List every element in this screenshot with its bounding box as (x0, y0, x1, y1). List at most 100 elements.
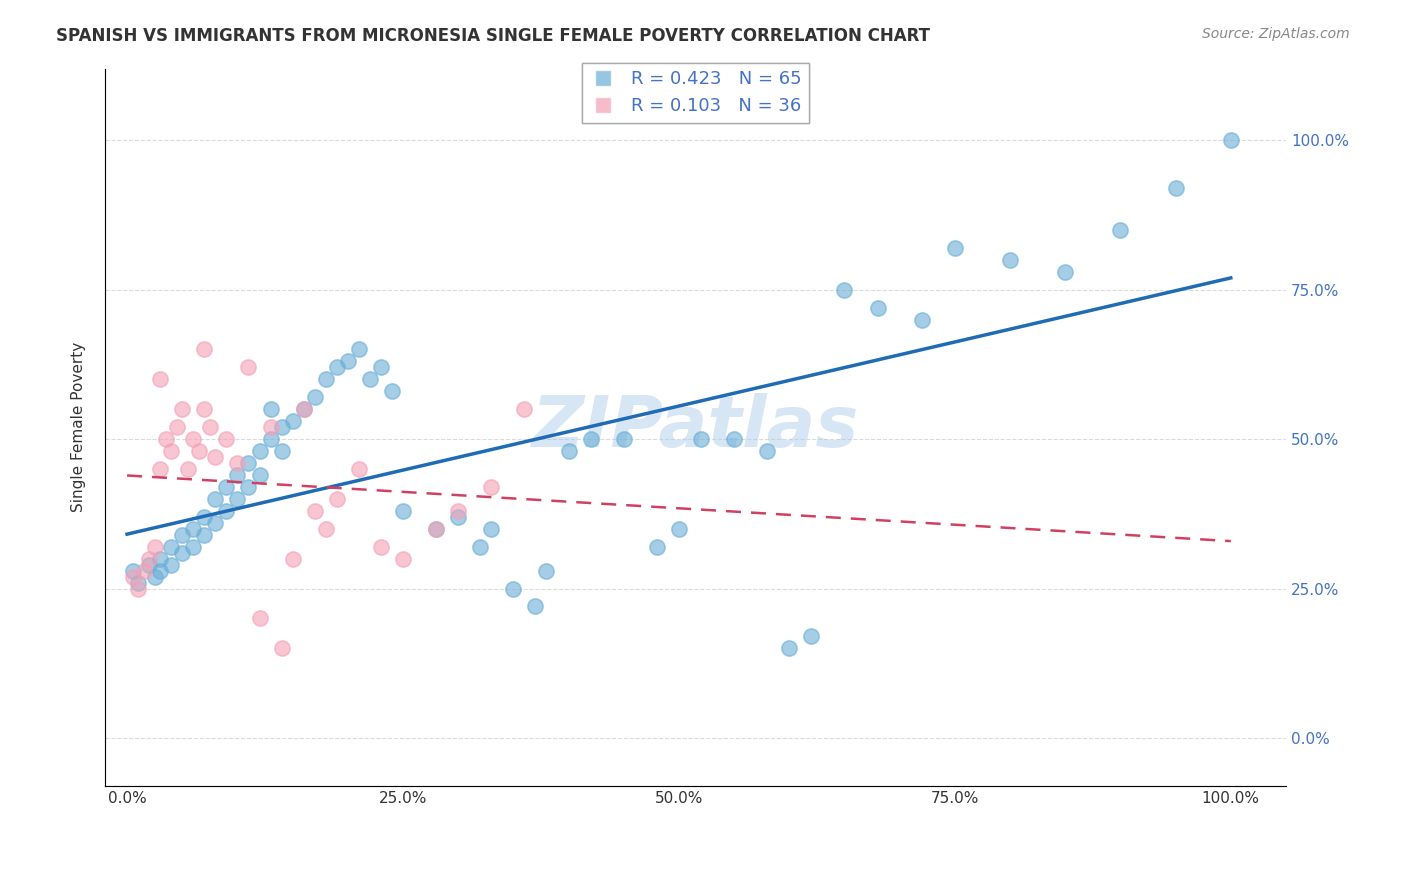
Point (143, 569, 166, 583)
Point (238, 480, 260, 494)
Point (392, 551, 415, 566)
Point (172, 546, 194, 560)
Point (149, 462, 172, 476)
Point (198, 420, 221, 434)
Point (513, 402, 536, 417)
Point (181, 540, 204, 554)
Point (149, 564, 172, 578)
Point (834, 283, 856, 297)
Point (756, 444, 779, 458)
Point (193, 343, 215, 357)
Point (645, 540, 668, 554)
Point (259, 420, 281, 434)
Point (193, 402, 215, 417)
Point (187, 444, 209, 458)
Point (866, 301, 889, 315)
Point (292, 402, 315, 417)
Point (204, 491, 226, 506)
Point (270, 420, 292, 434)
Point (177, 462, 200, 476)
Legend: R = 0.423   N = 65, R = 0.103   N = 36: R = 0.423 N = 65, R = 0.103 N = 36 (582, 63, 808, 123)
Point (315, 372, 337, 386)
Point (524, 599, 547, 614)
Point (690, 432, 713, 446)
Point (315, 522, 337, 536)
Point (193, 509, 215, 524)
Point (270, 444, 292, 458)
Point (1164, 181, 1187, 195)
Point (370, 360, 392, 375)
Point (215, 432, 238, 446)
Point (160, 444, 183, 458)
Point (557, 444, 579, 458)
Point (613, 432, 636, 446)
Point (138, 551, 160, 566)
Point (723, 432, 745, 446)
Point (359, 372, 381, 386)
Point (249, 611, 271, 625)
Point (259, 432, 281, 446)
Point (470, 540, 492, 554)
Point (149, 372, 172, 386)
Point (336, 354, 359, 368)
Point (392, 504, 415, 518)
Point (536, 564, 558, 578)
Point (127, 582, 149, 596)
Point (425, 522, 447, 536)
Point (479, 480, 502, 494)
Point (911, 312, 934, 326)
Point (238, 360, 260, 375)
Point (579, 432, 602, 446)
Point (138, 558, 160, 572)
Point (281, 414, 304, 428)
Point (304, 504, 326, 518)
Point (249, 467, 271, 482)
Point (370, 540, 392, 554)
Point (149, 551, 172, 566)
Point (304, 390, 326, 404)
Text: Source: ZipAtlas.com: Source: ZipAtlas.com (1202, 27, 1350, 41)
Point (347, 343, 370, 357)
Point (181, 432, 204, 446)
Point (155, 432, 177, 446)
Point (238, 456, 260, 470)
Point (668, 522, 690, 536)
Point (172, 402, 194, 417)
Point (226, 491, 249, 506)
Point (447, 504, 470, 518)
Point (447, 509, 470, 524)
Point (226, 467, 249, 482)
Point (1109, 223, 1132, 237)
Point (381, 384, 404, 399)
Point (132, 564, 155, 578)
Point (215, 480, 238, 494)
Point (121, 569, 143, 583)
Point (347, 462, 370, 476)
Point (143, 540, 166, 554)
Point (326, 360, 349, 375)
Point (204, 450, 226, 464)
Point (172, 527, 194, 541)
Point (193, 527, 215, 541)
Point (292, 402, 315, 417)
Point (998, 252, 1021, 267)
Point (270, 641, 292, 656)
Point (166, 420, 188, 434)
Point (800, 629, 823, 643)
Point (215, 504, 238, 518)
Point (326, 491, 349, 506)
Point (181, 522, 204, 536)
Point (127, 575, 149, 590)
Text: SPANISH VS IMMIGRANTS FROM MICRONESIA SINGLE FEMALE POVERTY CORRELATION CHART: SPANISH VS IMMIGRANTS FROM MICRONESIA SI… (56, 27, 931, 45)
Point (425, 522, 447, 536)
Point (943, 241, 966, 255)
Point (121, 564, 143, 578)
Point (160, 558, 183, 572)
Point (502, 582, 524, 596)
Point (479, 522, 502, 536)
Y-axis label: Single Female Poverty: Single Female Poverty (72, 342, 86, 512)
Point (1219, 133, 1241, 147)
Point (1054, 265, 1077, 279)
Point (259, 402, 281, 417)
Point (281, 551, 304, 566)
